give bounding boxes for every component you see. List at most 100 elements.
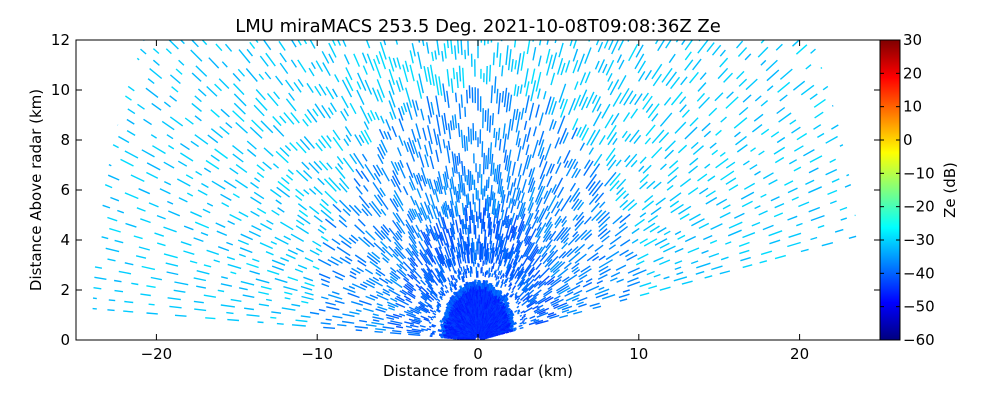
reflectivity-gate	[495, 274, 496, 278]
reflectivity-gate	[465, 284, 466, 289]
colorbar-tick-label: −50	[903, 298, 935, 316]
reflectivity-gate	[460, 66, 461, 82]
reflectivity-gate	[568, 0, 571, 9]
reflectivity-gate	[438, 330, 442, 331]
reflectivity-gate	[201, 27, 211, 38]
reflectivity-gate	[522, 321, 524, 322]
reflectivity-gate	[431, 326, 434, 327]
reflectivity-gate	[199, 1, 210, 14]
reflectivity-gate	[451, 4, 452, 14]
y-tick-label: 0	[60, 331, 70, 349]
reflectivity-gate	[443, 0, 445, 15]
reflectivity-gate	[483, 208, 484, 229]
reflectivity-gate	[454, 292, 456, 295]
reflectivity-gate	[459, 0, 460, 17]
reflectivity-gate	[775, 31, 784, 40]
reflectivity-gate	[565, 0, 570, 6]
reflectivity-gate	[206, 0, 214, 8]
reflectivity-gate	[461, 95, 462, 108]
reflectivity-gate	[484, 153, 485, 174]
reflectivity-gate	[228, 13, 235, 22]
reflectivity-gate	[737, 0, 746, 2]
reflectivity-gate	[337, 325, 346, 326]
reflectivity-gate	[123, 311, 133, 312]
reflectivity-gate	[151, 22, 152, 23]
reflectivity-gate	[109, 300, 115, 301]
reflectivity-gate	[227, 320, 239, 321]
reflectivity-gate	[175, 315, 187, 316]
reflectivity-gate	[489, 0, 490, 1]
reflectivity-gate	[154, 13, 157, 16]
reflectivity-gate	[187, 0, 194, 7]
reflectivity-gate	[751, 25, 757, 32]
reflectivity-gate	[414, 0, 416, 3]
reflectivity-gate	[291, 0, 297, 5]
reflectivity-gate	[687, 0, 695, 4]
reflectivity-gate	[490, 116, 491, 133]
reflectivity-gate	[722, 25, 729, 33]
reflectivity-gate	[821, 68, 822, 69]
reflectivity-gate	[147, 313, 158, 314]
reflectivity-gate	[205, 318, 215, 319]
reflectivity-gate	[308, 0, 314, 2]
reflectivity-gate	[485, 199, 486, 216]
reflectivity-gate	[467, 90, 468, 104]
y-axis-label: Distance Above radar (km)	[27, 89, 45, 291]
reflectivity-gate	[523, 0, 525, 11]
reflectivity-gate	[755, 30, 763, 39]
reflectivity-gate	[534, 4, 536, 14]
x-tick-label: 20	[790, 345, 809, 363]
reflectivity-gate	[107, 310, 114, 311]
reflectivity-gate	[250, 0, 257, 9]
reflectivity-gate	[760, 0, 771, 9]
reflectivity-gate	[782, 11, 792, 22]
reflectivity-gate	[433, 331, 436, 332]
reflectivity-gate	[486, 180, 487, 191]
reflectivity-gate	[231, 6, 237, 14]
reflectivity-gate	[320, 0, 326, 3]
reflectivity-gate	[795, 24, 804, 33]
colorbar-tick-label: −10	[903, 164, 935, 182]
reflectivity-gate	[494, 53, 495, 66]
reflectivity-gate	[468, 268, 469, 273]
reflectivity-gate	[489, 268, 490, 274]
reflectivity-gate	[486, 155, 487, 169]
reflectivity-gate	[377, 0, 381, 1]
reflectivity-gate	[497, 42, 498, 57]
colorbar-tick-label: 20	[903, 64, 922, 82]
reflectivity-gate	[737, 4, 745, 13]
reflectivity-gate	[431, 334, 435, 335]
reflectivity-gate	[431, 319, 433, 320]
reflectivity-gate	[93, 298, 97, 299]
y-tick-label: 8	[60, 131, 70, 149]
reflectivity-gate	[496, 282, 498, 287]
reflectivity-gate	[467, 136, 468, 151]
reflectivity-gate	[492, 274, 493, 278]
reflectivity-gate	[578, 0, 582, 8]
reflectivity-gate	[494, 128, 495, 138]
reflectivity-gate	[452, 295, 454, 298]
reflectivity-gate	[561, 0, 566, 3]
reflectivity-gate	[429, 322, 431, 323]
reflectivity-gate	[488, 177, 489, 188]
reflectivity-gate	[323, 327, 335, 328]
reflectivity-gate	[493, 163, 494, 175]
reflectivity-gate	[109, 165, 111, 166]
reflectivity-gate	[465, 50, 466, 59]
reflectivity-gate	[487, 109, 488, 131]
reflectivity-gate	[294, 0, 301, 1]
reflectivity-gate	[371, 0, 376, 1]
reflectivity-gate	[520, 0, 522, 1]
colorbar-tick-label: 30	[903, 31, 922, 49]
reflectivity-gate	[493, 113, 494, 125]
reflectivity-gate	[356, 330, 362, 331]
reflectivity-gate	[520, 328, 524, 329]
reflectivity-gate	[291, 6, 297, 17]
reflectivity-gate	[482, 219, 483, 234]
x-tick-label: 10	[629, 345, 648, 363]
colorbar-tick-label: −40	[903, 264, 935, 282]
reflectivity-gate	[224, 32, 231, 40]
reflectivity-gate	[492, 191, 493, 200]
reflectivity-gate	[677, 1, 681, 8]
reflectivity-gate	[338, 0, 342, 1]
